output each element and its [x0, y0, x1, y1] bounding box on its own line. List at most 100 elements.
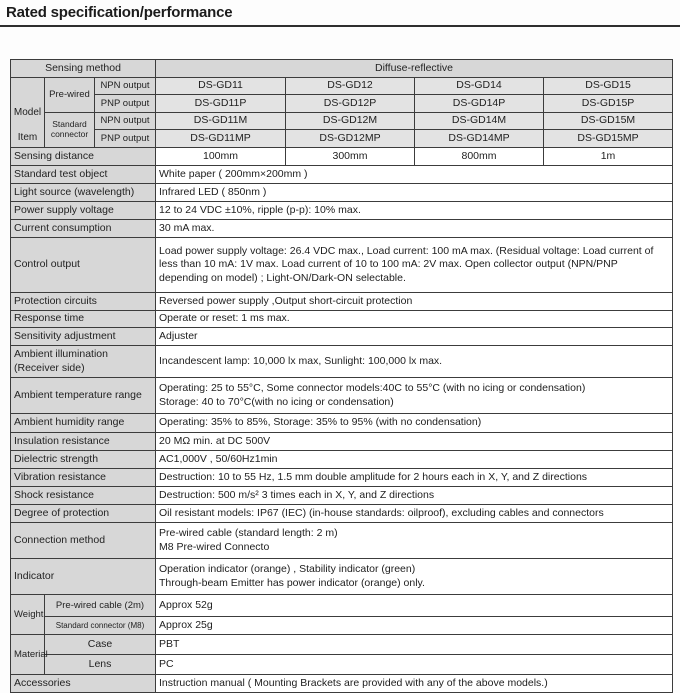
- model-cell: DS-GD15P: [543, 94, 674, 113]
- spec-label: Response time: [9, 310, 157, 328]
- spec-value: Operating: 35% to 85%, Storage: 35% to 9…: [155, 413, 674, 433]
- spec-row-vibration-resistance: Vibration resistance Destruction: 10 to …: [9, 468, 674, 487]
- model-item-header: Model Item: [10, 77, 45, 148]
- weight-value: Approx 52g: [155, 594, 674, 617]
- page-title: Rated specification/performance: [6, 4, 233, 21]
- npn-output-header-prewired: NPN output: [93, 77, 157, 95]
- spec-label: Shock resistance: [9, 486, 157, 505]
- standard-connector-header: Standard connector: [44, 112, 95, 148]
- model-cell: DS-GD14P: [414, 94, 545, 113]
- spec-row-ambient-humidity: Ambient humidity range Operating: 35% to…: [9, 413, 674, 433]
- spec-value: Infrared LED ( 850nm ): [155, 183, 674, 202]
- sensing-distance-value: 800mm: [414, 147, 545, 166]
- spec-row-light-source: Light source (wavelength) Infrared LED (…: [9, 183, 674, 202]
- model-cell: DS-GD11M: [155, 112, 287, 130]
- spec-value: Destruction: 10 to 55 Hz, 1.5 mm double …: [155, 468, 674, 487]
- spec-row-protection-circuits: Protection circuits Reversed power suppl…: [9, 292, 674, 311]
- accessories-row: Accessories Instruction manual ( Mountin…: [9, 674, 674, 693]
- model-row-pnp-prewired: PNP output DS-GD11P DS-GD12P DS-GD14P DS…: [11, 94, 674, 113]
- weight-header: Weight: [10, 594, 45, 635]
- spec-label: Indicator: [9, 558, 157, 595]
- standard-connector-line: connector: [50, 129, 89, 139]
- prewired-header: Pre-wired: [44, 77, 95, 113]
- value-line: Operating: 25 to 55°C, Some connector mo…: [159, 381, 586, 394]
- spec-value: Operation indicator (orange) , Stability…: [155, 558, 674, 595]
- spec-row-sensitivity-adjustment: Sensitivity adjustment Adjuster: [9, 327, 674, 346]
- spec-row-dielectric-strength: Dielectric strength AC1,000V , 50/60Hz1m…: [9, 450, 674, 469]
- spec-label: Ambient humidity range: [9, 413, 157, 433]
- model-row-npn-connector: Standard connector NPN output DS-GD11M D…: [11, 112, 674, 148]
- spec-value: White paper ( 200mm×200mm ): [155, 165, 674, 184]
- weight-sub-label: Standard connector (M8): [43, 616, 157, 635]
- model-cell: DS-GD14M: [414, 112, 545, 130]
- sensing-distance-value: 300mm: [285, 147, 416, 166]
- sensing-distance-row: Sensing distance 100mm 300mm 800mm 1m: [9, 147, 674, 166]
- sensing-distance-value: 1m: [543, 147, 674, 166]
- model-cell: DS-GD12M: [285, 112, 416, 130]
- model-row-npn-prewired: Model Item Pre-wired NPN output DS-GD11 …: [10, 77, 674, 148]
- datasheet-page: Rated specification/performance Sensing …: [0, 4, 680, 693]
- model-label: Model: [13, 106, 42, 118]
- weight-sub-label: Pre-wired cable (2m): [43, 594, 157, 617]
- sensing-method-value: Diffuse-reflective: [155, 59, 674, 78]
- spec-label: Standard test object: [9, 165, 157, 184]
- spec-label: Power supply voltage: [9, 201, 157, 220]
- spec-row-current-consumption: Current consumption 30 mA max.: [9, 219, 674, 238]
- weight-row-prewired: Weight Pre-wired cable (2m) Approx 52g: [10, 594, 674, 635]
- model-cell: DS-GD11MP: [155, 129, 287, 148]
- spec-label: Vibration resistance: [9, 468, 157, 487]
- spec-value: AC1,000V , 50/60Hz1min: [155, 450, 674, 469]
- spec-value: Incandescent lamp: 10,000 lx max, Sunlig…: [155, 345, 674, 378]
- spec-label: Protection circuits: [9, 292, 157, 311]
- spec-value: Operate or reset: 1 ms max.: [155, 310, 674, 328]
- spec-value: Operating: 25 to 55°C, Some connector mo…: [155, 377, 674, 414]
- model-cell: DS-GD14MP: [414, 129, 545, 148]
- spec-label: Dielectric strength: [9, 450, 157, 469]
- value-line: M8 Pre-wired Connecto: [159, 540, 270, 553]
- spec-value: Oil resistant models: IP67 (IEC) (in-hou…: [155, 504, 674, 523]
- model-cell: DS-GD15MP: [543, 129, 674, 148]
- standard-connector-line: Standard: [52, 119, 87, 130]
- spec-row-shock-resistance: Shock resistance Destruction: 500 m/s² 3…: [9, 486, 674, 505]
- spec-value: Destruction: 500 m/s² 3 times each in X,…: [155, 486, 674, 505]
- value-line: Pre-wired cable (standard length: 2 m): [159, 526, 338, 539]
- material-sub-label: Lens: [43, 654, 157, 675]
- spec-row-connection-method: Connection method Pre-wired cable (stand…: [9, 522, 674, 559]
- value-line: Storage: 40 to 70°C(with no icing or con…: [159, 395, 394, 408]
- material-value: PC: [155, 654, 674, 675]
- accessories-label: Accessories: [9, 674, 157, 693]
- spec-value: Reversed power supply ,Output short-circ…: [155, 292, 674, 311]
- spec-label: Light source (wavelength): [9, 183, 157, 202]
- sensing-method-row: Sensing method Diffuse-reflective: [9, 59, 674, 78]
- weight-row-connector: Standard connector (M8) Approx 25g: [11, 616, 674, 635]
- material-row-case: Material Case PBT: [10, 634, 674, 675]
- spec-value: Pre-wired cable (standard length: 2 m) M…: [155, 522, 674, 559]
- spec-label: Current consumption: [9, 219, 157, 238]
- sensing-method-label: Sensing method: [9, 59, 157, 78]
- model-cell: DS-GD12: [285, 77, 416, 95]
- model-cell: DS-GD11: [155, 77, 287, 95]
- spec-label: Ambient illumination (Receiver side): [9, 345, 157, 378]
- spec-row-indicator: Indicator Operation indicator (orange) ,…: [9, 558, 674, 595]
- spec-row-ambient-illumination: Ambient illumination (Receiver side) Inc…: [9, 345, 674, 378]
- spec-row-power-supply: Power supply voltage 12 to 24 VDC ±10%, …: [9, 201, 674, 220]
- material-value: PBT: [155, 634, 674, 655]
- model-cell: DS-GD15: [543, 77, 674, 95]
- accessories-value: Instruction manual ( Mounting Brackets a…: [155, 674, 674, 693]
- pnp-output-header-connector: PNP output: [93, 129, 157, 148]
- sensing-distance-label: Sensing distance: [9, 147, 157, 166]
- sensing-distance-value: 100mm: [155, 147, 287, 166]
- model-row-pnp-connector: PNP output DS-GD11MP DS-GD12MP DS-GD14MP…: [11, 129, 674, 148]
- spec-value: Adjuster: [155, 327, 674, 346]
- spec-value: 20 MΩ min. at DC 500V: [155, 432, 674, 451]
- weight-value: Approx 25g: [155, 616, 674, 635]
- spec-row-control-output: Control output Load power supply voltage…: [9, 237, 674, 293]
- spec-label: Degree of protection: [9, 504, 157, 523]
- model-cell: DS-GD12MP: [285, 129, 416, 148]
- value-line: Operation indicator (orange) , Stability…: [159, 562, 416, 575]
- material-sub-label: Case: [43, 634, 157, 655]
- model-cell: DS-GD12P: [285, 94, 416, 113]
- model-cell: DS-GD11P: [155, 94, 287, 113]
- spec-row-response-time: Response time Operate or reset: 1 ms max…: [9, 310, 674, 328]
- spec-row-ambient-temperature: Ambient temperature range Operating: 25 …: [9, 377, 674, 414]
